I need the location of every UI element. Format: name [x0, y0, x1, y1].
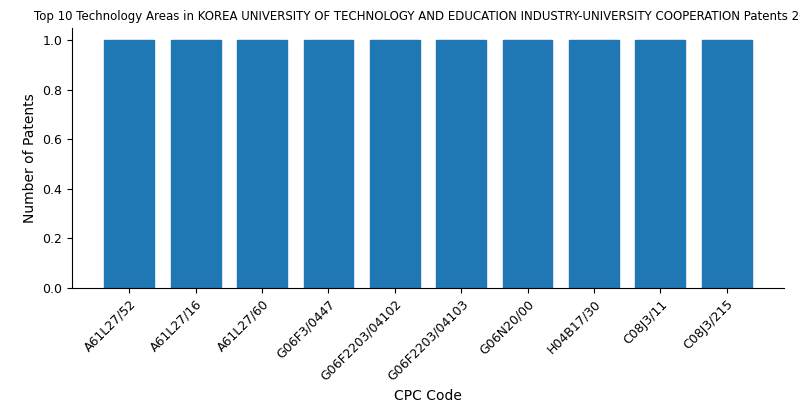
- Bar: [170, 40, 221, 288]
- Bar: [635, 40, 686, 288]
- Bar: [502, 40, 553, 288]
- Bar: [569, 40, 619, 288]
- Bar: [104, 40, 154, 288]
- Title: Top 10 Technology Areas in KOREA UNIVERSITY OF TECHNOLOGY AND EDUCATION INDUSTRY: Top 10 Technology Areas in KOREA UNIVERS…: [34, 10, 800, 23]
- Bar: [702, 40, 752, 288]
- Y-axis label: Number of Patents: Number of Patents: [22, 93, 37, 223]
- Bar: [436, 40, 486, 288]
- Bar: [237, 40, 287, 288]
- Bar: [303, 40, 354, 288]
- Bar: [370, 40, 420, 288]
- X-axis label: CPC Code: CPC Code: [394, 389, 462, 400]
